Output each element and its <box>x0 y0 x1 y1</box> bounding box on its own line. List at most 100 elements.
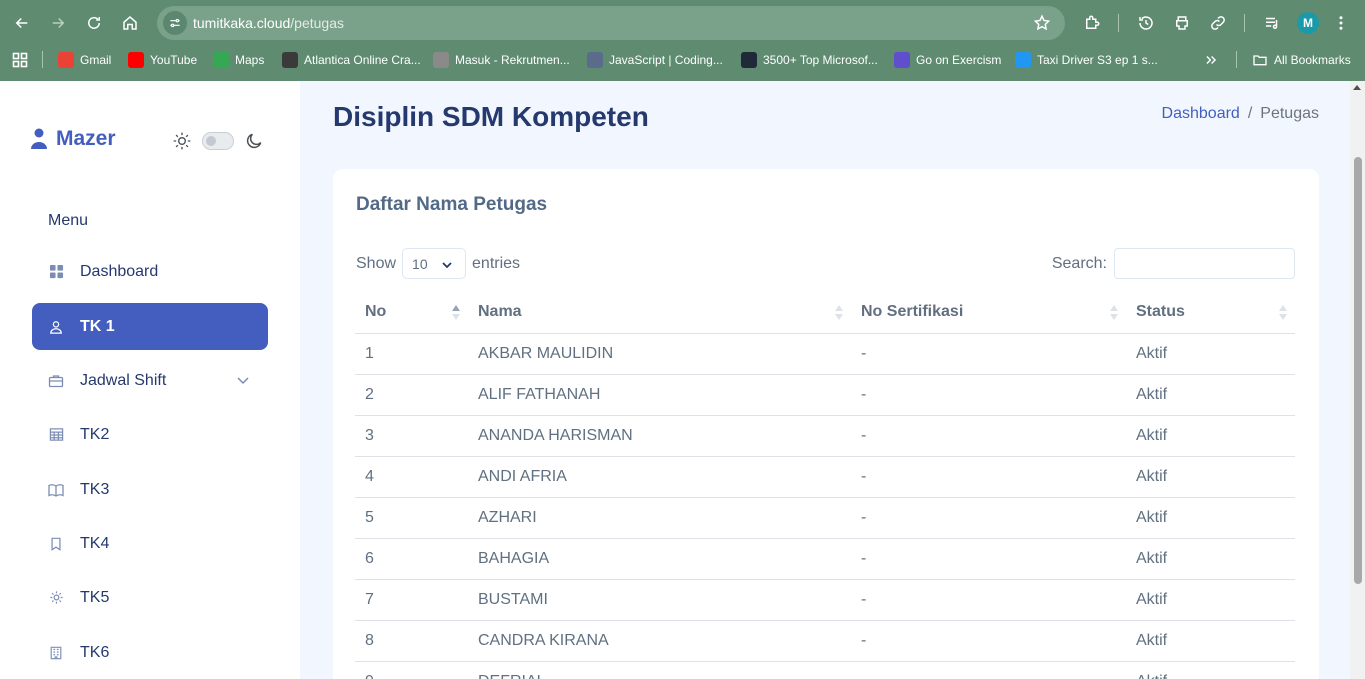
bookmark-label: Masuk - Rekrutmen... <box>455 53 570 67</box>
history-icon <box>1139 16 1153 30</box>
sidebar-item-tk5[interactable]: TK5 <box>32 574 268 621</box>
sidebar-item-tk3[interactable]: TK3 <box>32 466 268 513</box>
bookmark-item[interactable]: 3500+ Top Microsof... <box>741 50 878 70</box>
bookmarks-bar <box>0 46 1365 74</box>
table-cell: 9 <box>355 661 468 679</box>
profile-avatar[interactable]: M <box>1297 12 1319 34</box>
sidebar-item-tk6[interactable]: TK6 <box>32 629 268 676</box>
brand-logo[interactable]: Mazer <box>30 127 116 151</box>
javascript-icon <box>587 52 603 68</box>
table-row: 6 BAHAGIA - Aktif <box>355 538 1295 580</box>
table-cell: 2 <box>355 374 468 416</box>
sidebar-item-dashboard[interactable]: Dashboard <box>32 248 268 295</box>
bookmark-item[interactable]: JavaScript | Coding... <box>587 50 723 70</box>
entries-label: entries <box>472 254 521 272</box>
table-row: 3 ANANDA HARISMAN - Aktif <box>355 415 1295 457</box>
bookmark-item[interactable]: Maps <box>213 50 264 70</box>
scroll-up-arrow-icon[interactable] <box>1353 85 1361 90</box>
table-cell: - <box>851 333 1126 375</box>
bookmark-item[interactable]: Go on Exercism <box>894 50 1001 70</box>
table-cell: 6 <box>355 538 468 580</box>
bookmark-label: Maps <box>235 53 265 67</box>
table-cell: Aktif <box>1126 333 1295 375</box>
bookmark-label: JavaScript | Coding... <box>609 53 723 67</box>
sidebar-item-tk2[interactable]: TK2 <box>32 411 268 458</box>
sidebar-item-label: TK6 <box>80 643 110 661</box>
table-cell: Aktif <box>1126 620 1295 662</box>
address-bar[interactable]: tumitkaka.cloud/petugas <box>157 6 1065 40</box>
bookmarks-divider <box>42 51 43 68</box>
forward-button[interactable] <box>44 9 72 37</box>
browser-toolbar: tumitkaka.cloud/petugas M <box>0 0 1365 46</box>
theme-toggle[interactable] <box>202 132 234 150</box>
column-header-status[interactable]: Status <box>1126 292 1295 334</box>
table-cell: 5 <box>355 497 468 539</box>
column-header-label: Status <box>1136 303 1185 321</box>
folder-icon <box>1253 55 1267 66</box>
sidebar-item-label: TK2 <box>80 425 110 443</box>
grid-icon <box>48 264 64 280</box>
back-button[interactable] <box>8 9 36 37</box>
table-cell: 1 <box>355 333 468 375</box>
table-cell: Aktif <box>1126 661 1295 679</box>
reload-icon <box>88 16 100 29</box>
table-header-row: No Nama No Sertifikasi Status <box>355 292 1295 334</box>
link-button[interactable] <box>1204 9 1232 37</box>
sidebar-item-jadwal-shift[interactable]: Jadwal Shift <box>32 357 268 404</box>
reload-button[interactable] <box>80 9 108 37</box>
history-button[interactable] <box>1132 9 1160 37</box>
column-header-no[interactable]: No <box>355 292 468 334</box>
sun-icon <box>173 132 191 150</box>
bookmark-item[interactable]: Taxi Driver S3 ep 1 s... <box>1015 50 1158 70</box>
table-cell: BAHAGIA <box>468 538 851 580</box>
bookmark-item[interactable]: YouTube <box>128 50 197 70</box>
table-cell: AZHARI <box>468 497 851 539</box>
sort-icon <box>835 305 843 321</box>
chevron-down-icon[interactable] <box>236 373 250 387</box>
star-icon[interactable] <box>1033 14 1051 32</box>
sort-icon <box>452 305 460 321</box>
site-settings-icon[interactable] <box>163 11 187 35</box>
entries-select[interactable]: 10 <box>402 248 467 279</box>
sort-icon <box>1279 305 1287 321</box>
table-row: 1 AKBAR MAULIDIN - Aktif <box>355 333 1295 375</box>
url-host: tumitkaka.cloud <box>193 15 291 31</box>
table-cell: BUSTAMI <box>468 579 851 621</box>
link-icon <box>1211 16 1225 30</box>
home-button[interactable] <box>116 9 144 37</box>
bookmark-item[interactable]: Masuk - Rekrutmen... <box>433 50 570 70</box>
breadcrumb-current: Petugas <box>1260 105 1319 122</box>
microsoft-icon <box>741 52 757 68</box>
page-scrollbar[interactable] <box>1350 81 1365 679</box>
arrow-right-icon <box>52 17 65 29</box>
bookmark-icon <box>48 536 64 552</box>
table-cell: Aktif <box>1126 538 1295 580</box>
table-row: 7 BUSTAMI - Aktif <box>355 579 1295 621</box>
extensions-button[interactable] <box>1078 9 1106 37</box>
column-header-no-sertifikasi[interactable]: No Sertifikasi <box>851 292 1126 334</box>
all-bookmarks-label: All Bookmarks <box>1274 53 1351 67</box>
table-cell: 7 <box>355 579 468 621</box>
page-title: Disiplin SDM Kompeten <box>333 101 649 132</box>
sidebar-item-tk-1[interactable]: TK 1 <box>32 303 268 350</box>
more-bookmarks-button[interactable] <box>1204 50 1218 70</box>
table-cell: DEFRIAL <box>468 661 851 679</box>
bookmark-item[interactable]: Atlantica Online Cra... <box>282 50 421 70</box>
apps-button[interactable] <box>12 50 28 70</box>
scroll-thumb[interactable] <box>1354 157 1362 584</box>
breadcrumb-separator: / <box>1247 105 1253 122</box>
browser-menu-button[interactable] <box>1327 9 1355 37</box>
all-bookmarks-button[interactable]: All Bookmarks <box>1252 50 1351 70</box>
print-button[interactable] <box>1168 9 1196 37</box>
sidebar-item-tk4[interactable]: TK4 <box>32 520 268 567</box>
calendar-table-icon <box>48 427 64 443</box>
table-cell: CANDRA KIRANA <box>468 620 851 662</box>
column-header-nama[interactable]: Nama <box>468 292 851 334</box>
table-search: Search: <box>1052 248 1295 279</box>
bookmark-item[interactable]: Gmail <box>58 50 111 70</box>
moon-icon <box>246 133 262 149</box>
search-input[interactable] <box>1114 248 1295 279</box>
media-button[interactable] <box>1258 9 1286 37</box>
breadcrumb-dashboard-link[interactable]: Dashboard <box>1161 105 1240 122</box>
double-chevron-right-icon <box>1206 56 1217 64</box>
